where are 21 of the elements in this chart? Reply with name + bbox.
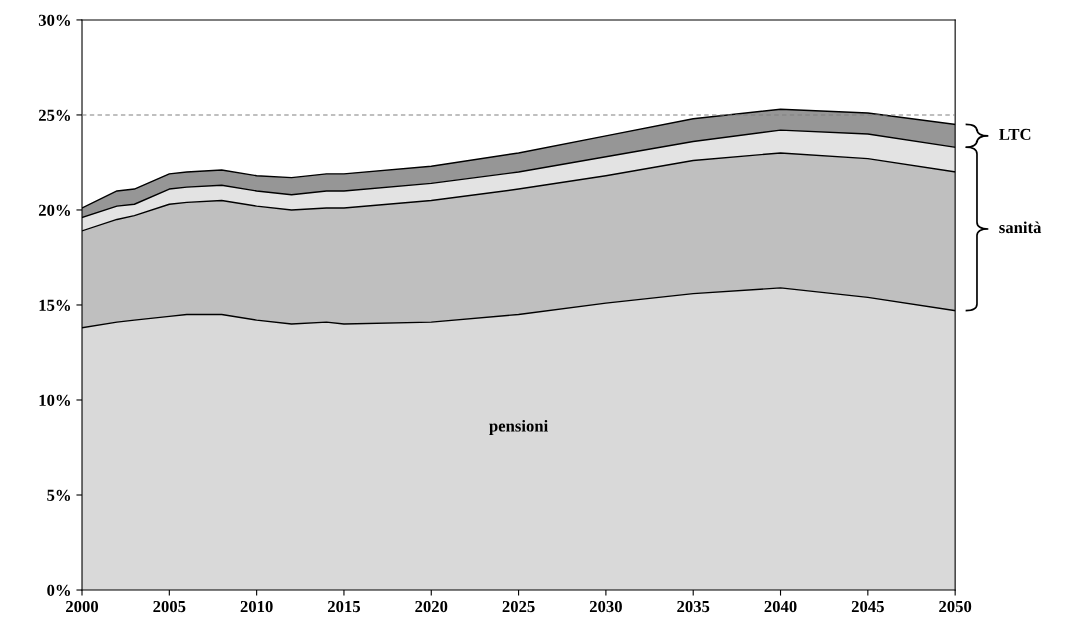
x-tick-label: 2035 <box>677 600 710 613</box>
legend-label: LTC <box>999 128 1031 141</box>
x-tick-label: 2030 <box>589 600 622 613</box>
x-tick-label: 2015 <box>327 600 361 613</box>
x-tick-label: 2010 <box>240 600 273 613</box>
x-tick-label: 2020 <box>415 600 448 613</box>
x-tick-label: 2000 <box>66 600 99 613</box>
x-tick-label: 2040 <box>764 600 797 613</box>
y-tick-label: 25% <box>38 109 71 121</box>
text: sanità <box>999 221 1042 234</box>
x-tick-label: 2005 <box>153 600 186 613</box>
series-label: pensioni <box>489 419 548 436</box>
x-tick-label: 2025 <box>502 600 535 613</box>
x-tick-label: 2050 <box>939 600 972 613</box>
y-tick-label: 0% <box>47 584 71 597</box>
y-tick-label: 15% <box>39 299 71 311</box>
y-tick-label: 10% <box>39 394 71 406</box>
y-tick-label: 5% <box>47 489 71 501</box>
y-tick-label: 30% <box>38 14 71 26</box>
x-tick-label: 2045 <box>851 600 884 613</box>
y-tick-label: 20% <box>38 204 71 216</box>
